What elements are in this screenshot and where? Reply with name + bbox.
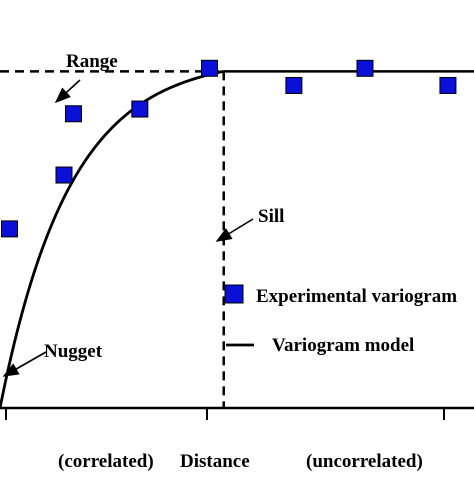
experimental-point [201, 59, 219, 77]
legend-label-model: Variogram model [272, 335, 414, 356]
legend: Experimental variogram Variogram model [224, 284, 457, 356]
experimental-point [356, 59, 374, 77]
experimental-point [439, 76, 457, 94]
nugget-annotation: Nugget [44, 341, 103, 362]
region-label-correlated: (correlated) [58, 451, 154, 472]
experimental-point [64, 105, 82, 123]
experimental-point [285, 76, 303, 94]
nugget-arrow [2, 351, 47, 377]
experimental-point [0, 220, 18, 238]
legend-marker-experimental [224, 284, 244, 304]
variogram-model-curve [0, 69, 225, 409]
experimental-point [55, 166, 73, 184]
legend-label-experimental: Experimental variogram [256, 286, 457, 307]
region-label-uncorrelated: (uncorrelated) [306, 451, 423, 472]
sill-arrow [215, 218, 254, 242]
range-annotation: Range [66, 51, 118, 72]
x-axis-label: Distance [180, 451, 250, 472]
range-arrow [54, 79, 81, 104]
sill-annotation: Sill [258, 206, 284, 227]
experimental-point [131, 100, 149, 118]
experimental-points [0, 59, 457, 238]
